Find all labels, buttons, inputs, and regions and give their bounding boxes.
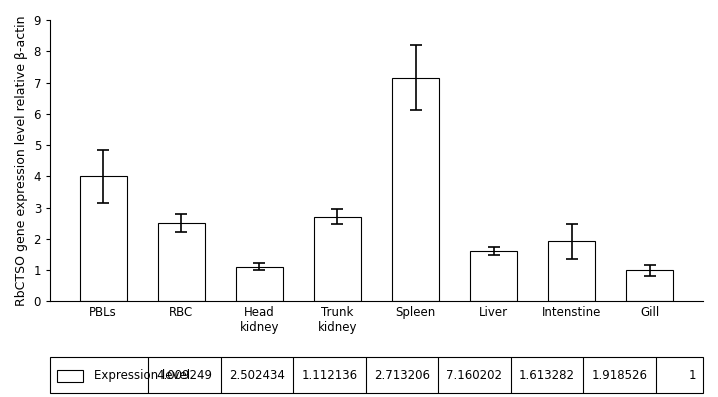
Bar	[314, 217, 361, 301]
Bar	[57, 370, 83, 382]
Text: Expression level: Expression level	[93, 369, 190, 382]
Text: 2.713206: 2.713206	[374, 369, 430, 382]
Text: 7.160202: 7.160202	[447, 369, 503, 382]
Bar	[392, 77, 439, 301]
Y-axis label: RbCTSO gene expression level relative β-actin: RbCTSO gene expression level relative β-…	[15, 15, 28, 306]
Text: 1.613282: 1.613282	[519, 369, 575, 382]
Bar	[236, 267, 283, 301]
Text: 1.112136: 1.112136	[302, 369, 358, 382]
Text: 1.918526: 1.918526	[592, 369, 648, 382]
Text: 1: 1	[689, 369, 696, 382]
Bar	[627, 270, 673, 301]
Text: 2.502434: 2.502434	[229, 369, 285, 382]
FancyBboxPatch shape	[50, 357, 703, 393]
Bar	[158, 223, 205, 301]
Text: 4.009249: 4.009249	[157, 369, 213, 382]
Bar	[80, 176, 126, 301]
Bar	[549, 241, 595, 301]
Bar	[470, 251, 517, 301]
